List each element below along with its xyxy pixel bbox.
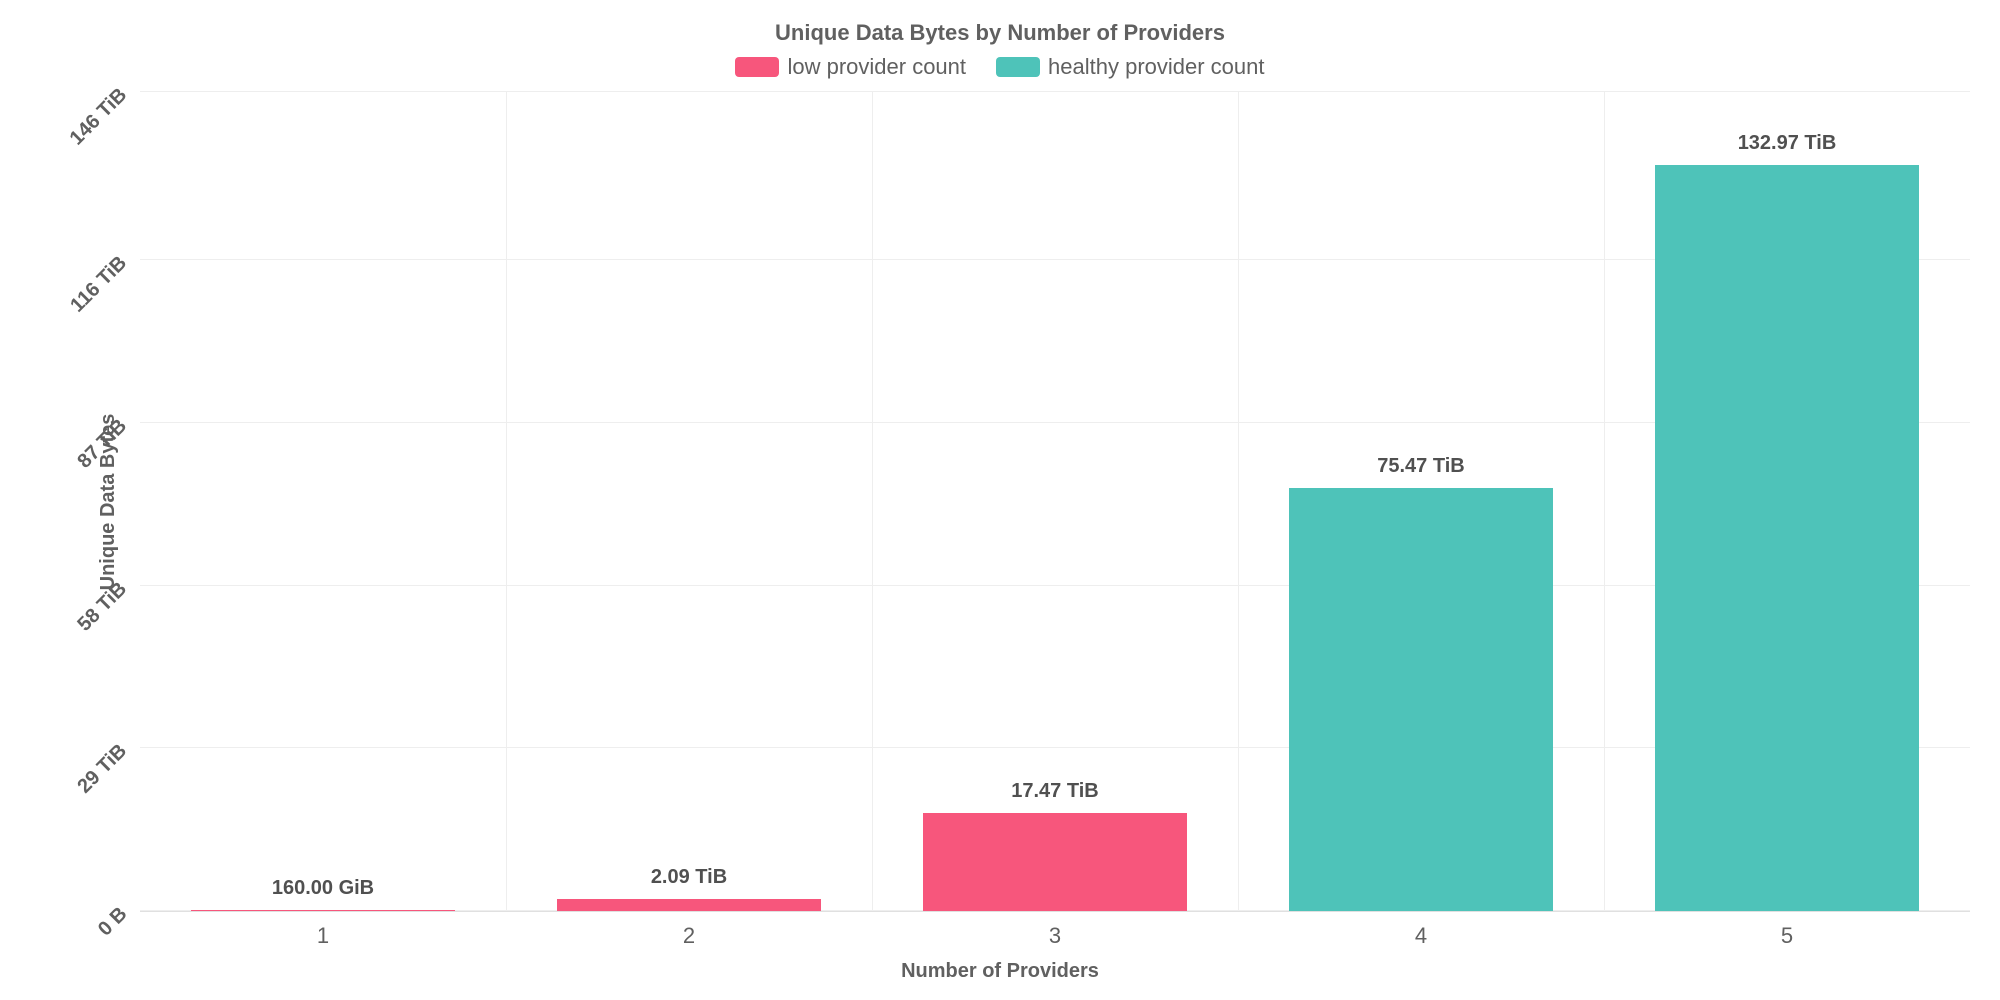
bar-slot-4: 75.47 TiB 4 (1238, 92, 1604, 911)
bar-1: 160.00 GiB (191, 910, 455, 911)
y-tick-0: 0 B (94, 903, 132, 941)
legend-swatch-healthy (996, 57, 1040, 77)
bar-slot-2: 2.09 TiB 2 (506, 92, 872, 911)
bar-slot-5: 132.97 TiB 5 (1604, 92, 1970, 911)
bar-2: 2.09 TiB (557, 899, 821, 911)
bars-group: 160.00 GiB 1 2.09 TiB 2 17.47 TiB 3 75.4… (140, 92, 1970, 911)
x-tick-5: 5 (1781, 923, 1793, 949)
y-tick-5: 146 TiB (66, 84, 132, 150)
legend-item-healthy: healthy provider count (996, 54, 1264, 80)
legend-swatch-low (735, 57, 779, 77)
plot-area: Unique Data Bytes 0 B 29 TiB 58 TiB 87 T… (140, 92, 1970, 912)
bar-3: 17.47 TiB (923, 813, 1187, 911)
y-tick-4: 116 TiB (67, 252, 133, 318)
bar-label-4: 75.47 TiB (1377, 455, 1464, 478)
x-axis-label: Number of Providers (30, 960, 1970, 983)
bar-label-1: 160.00 GiB (272, 877, 374, 900)
legend-item-low: low provider count (735, 54, 966, 80)
y-tick-1: 29 TiB (74, 740, 132, 798)
x-tick-4: 4 (1415, 923, 1427, 949)
legend-label-low: low provider count (787, 54, 966, 80)
bar-4: 75.47 TiB (1289, 488, 1553, 911)
bar-label-2: 2.09 TiB (651, 866, 727, 889)
bar-5: 132.97 TiB (1655, 165, 1919, 911)
legend-label-healthy: healthy provider count (1048, 54, 1264, 80)
bar-label-3: 17.47 TiB (1011, 780, 1098, 803)
x-tick-3: 3 (1049, 923, 1061, 949)
bar-slot-1: 160.00 GiB 1 (140, 92, 506, 911)
chart-title: Unique Data Bytes by Number of Providers (30, 20, 1970, 46)
bar-slot-3: 17.47 TiB 3 (872, 92, 1238, 911)
bar-label-5: 132.97 TiB (1738, 132, 1837, 155)
x-tick-2: 2 (683, 923, 695, 949)
x-tick-1: 1 (317, 923, 329, 949)
chart-container: Unique Data Bytes by Number of Providers… (0, 0, 2000, 1000)
legend: low provider count healthy provider coun… (30, 54, 1970, 80)
